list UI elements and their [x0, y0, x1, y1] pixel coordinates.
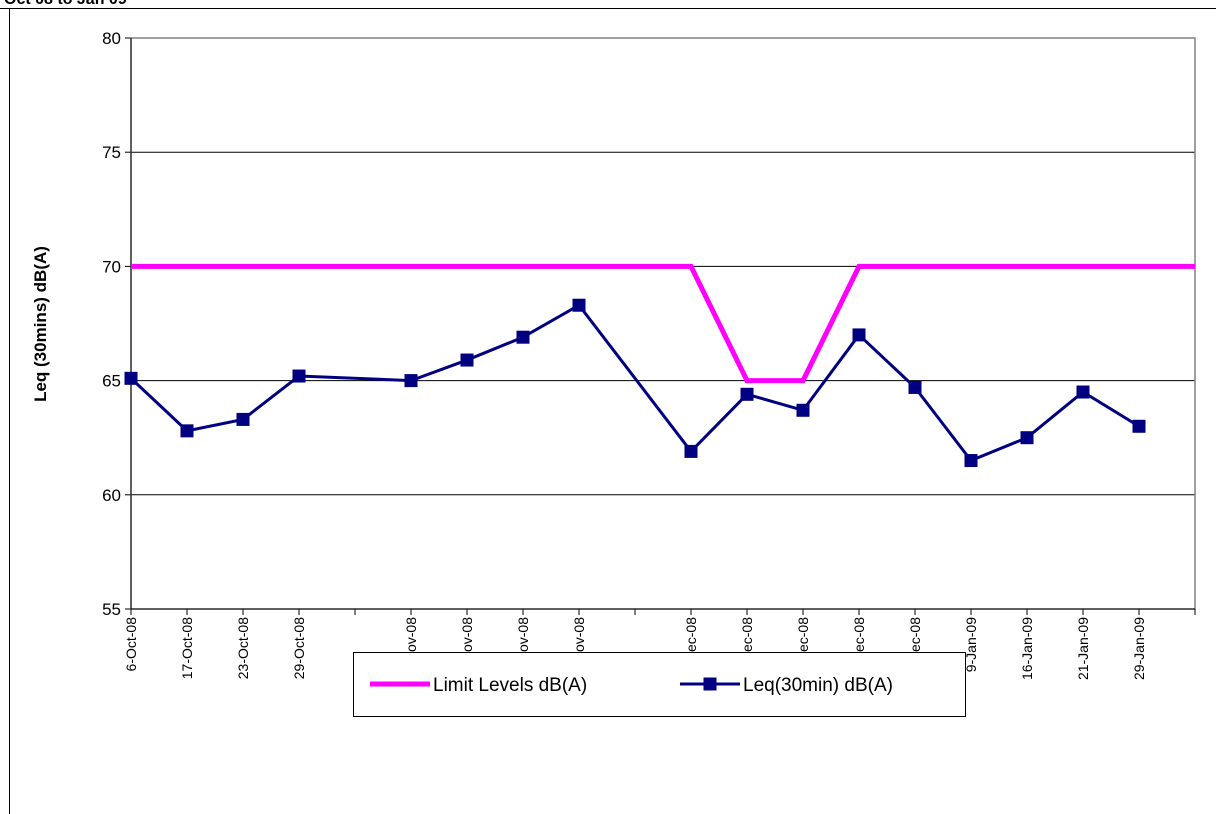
data-point	[1076, 385, 1090, 399]
data-point	[460, 353, 474, 367]
legend-label: Limit Levels dB(A)	[433, 675, 587, 696]
x-tick-label: 16-Jan-09	[1019, 617, 1035, 680]
legend-box	[353, 652, 966, 717]
x-tick-label: 21-Jan-09	[1075, 617, 1091, 680]
x-tick-label: 17-Oct-08	[179, 617, 195, 679]
data-point	[964, 454, 978, 468]
data-point	[852, 328, 866, 342]
legend-marker	[703, 677, 717, 691]
y-tick-label: 65	[102, 372, 121, 391]
data-point	[236, 412, 250, 426]
y-tick-label: 60	[102, 486, 121, 505]
data-point	[908, 380, 922, 394]
data-point	[1020, 431, 1034, 445]
y-tick-label: 75	[102, 143, 121, 162]
y-tick-label: 70	[102, 257, 121, 276]
chart-title: Oct 08 to Jan 09	[4, 0, 127, 8]
x-tick-label: 9-Jan-09	[963, 617, 979, 672]
x-tick-label: 29-Jan-09	[1131, 617, 1147, 680]
legend: Limit Levels dB(A) Leq(30min) dB(A)	[353, 652, 966, 717]
data-point	[740, 387, 754, 401]
x-tick-label: 29-Oct-08	[291, 617, 307, 679]
legend-label: Leq(30min) dB(A)	[743, 675, 893, 696]
y-tick-label: 80	[102, 29, 121, 48]
data-point	[292, 369, 306, 383]
series-line	[131, 263, 1195, 384]
x-tick-label: 6-Oct-08	[123, 617, 139, 672]
data-point	[180, 424, 194, 438]
data-point	[404, 374, 418, 388]
data-point	[572, 298, 586, 312]
data-point	[124, 371, 138, 385]
data-point	[1132, 419, 1146, 433]
y-tick-label: 55	[102, 600, 121, 619]
x-tick-label: 23-Oct-08	[235, 617, 251, 679]
data-point	[516, 330, 530, 344]
data-point	[796, 403, 810, 417]
y-axis-label: Leq (30mins) dB(A)	[31, 246, 50, 402]
data-point	[684, 444, 698, 458]
